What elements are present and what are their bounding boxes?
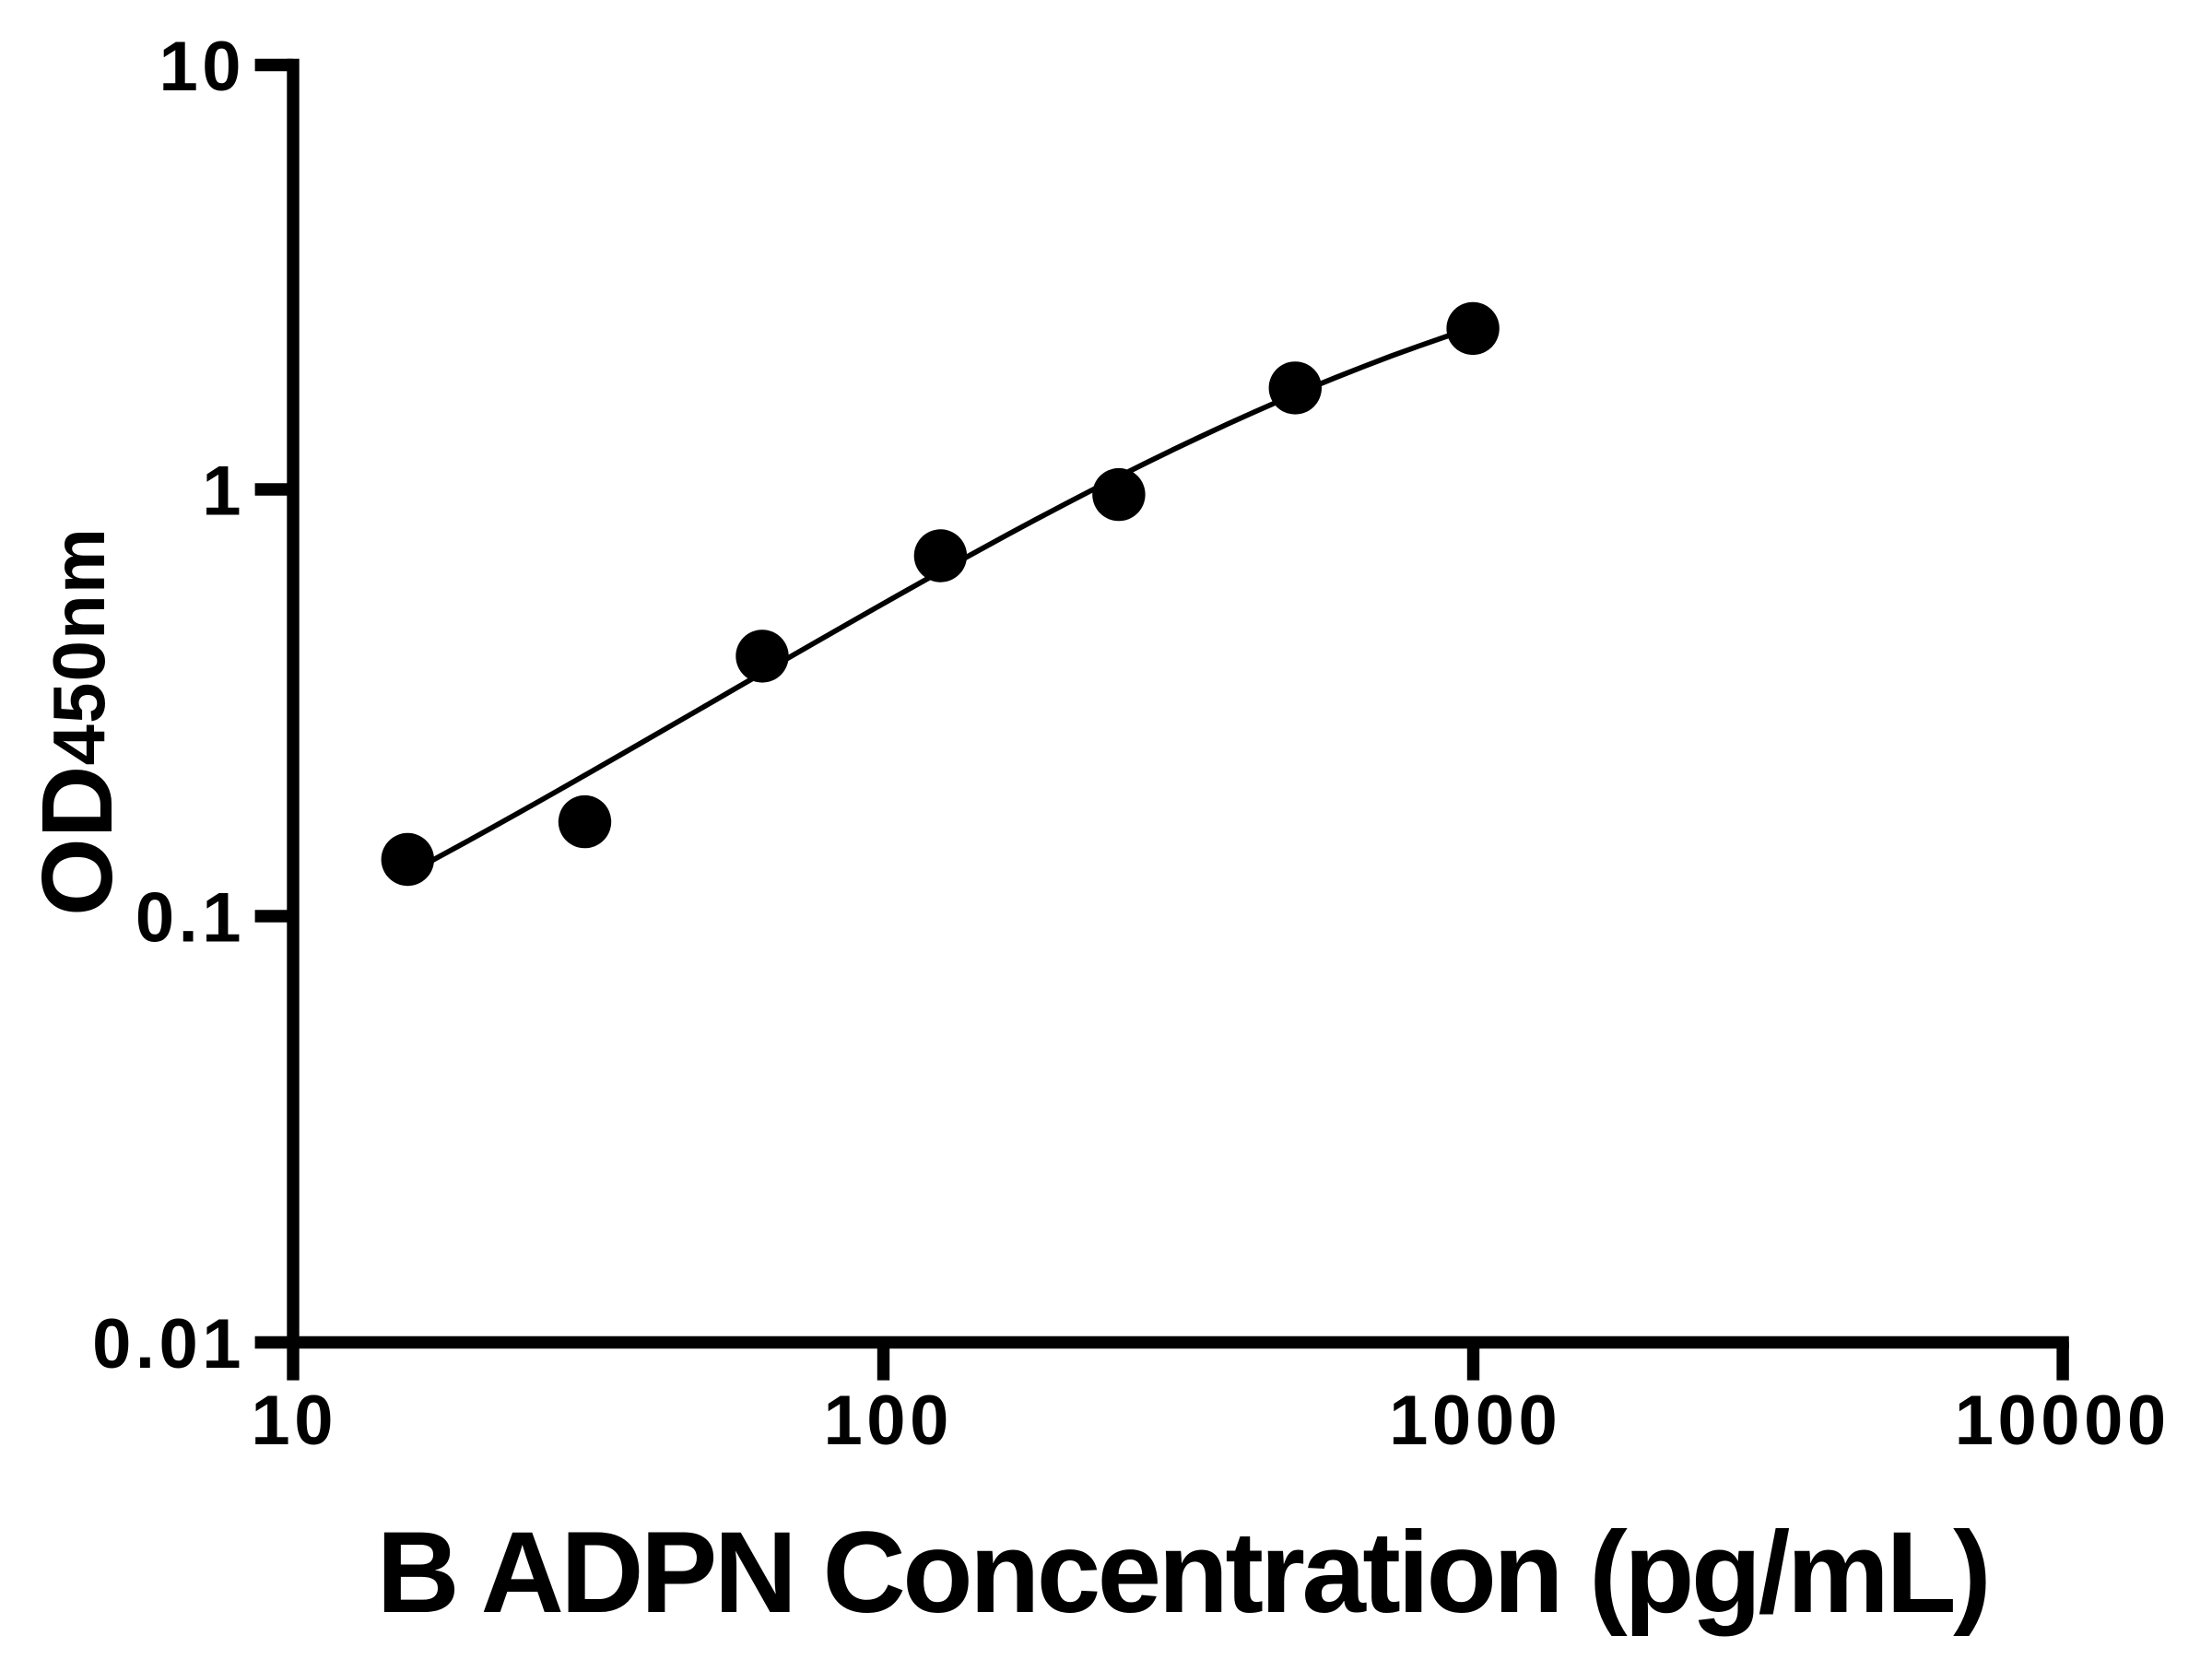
svg-text:B ADPN Concentration (pg/mL): B ADPN Concentration (pg/mL) — [376, 1509, 1988, 1637]
svg-text:10: 10 — [159, 28, 245, 106]
svg-text:10000: 10000 — [1955, 1382, 2171, 1460]
svg-text:0.1: 0.1 — [135, 879, 245, 958]
svg-text:0.01: 0.01 — [92, 1305, 245, 1383]
svg-text:OD450nm: OD450nm — [21, 527, 134, 916]
svg-text:1000: 1000 — [1389, 1382, 1561, 1460]
svg-text:1: 1 — [202, 453, 245, 531]
svg-text:100: 100 — [824, 1382, 953, 1460]
svg-text:10: 10 — [251, 1382, 337, 1460]
